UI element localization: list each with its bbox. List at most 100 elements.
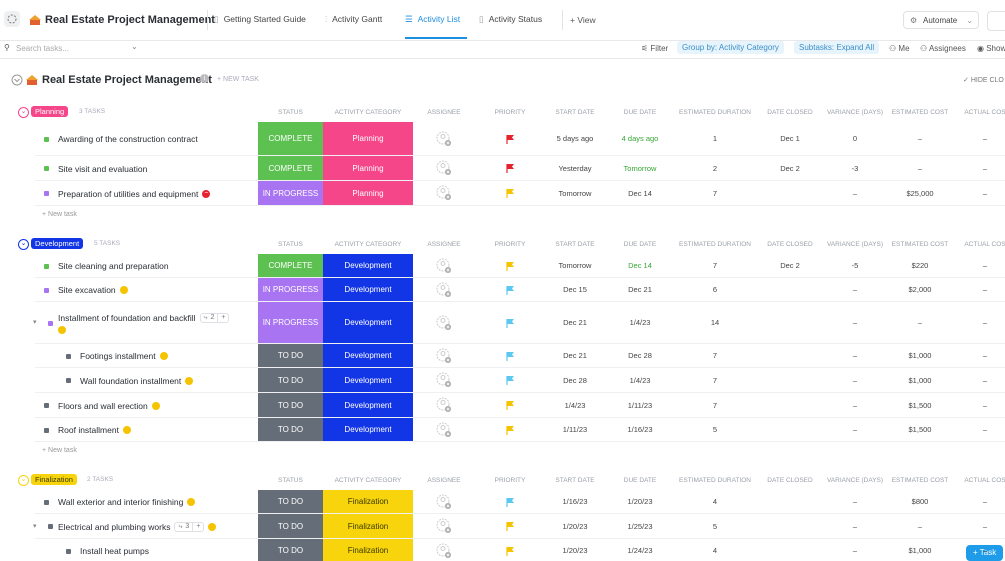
assignee-cell[interactable] [413, 514, 475, 538]
category-cell[interactable]: Finalization [323, 539, 413, 561]
category-cell[interactable]: Planning [323, 181, 413, 205]
view-tab[interactable]: ▯ Activity Status [479, 14, 542, 25]
assignee-cell[interactable] [413, 393, 475, 417]
priority-cell[interactable] [475, 368, 545, 392]
status-cell[interactable]: TO DO [258, 539, 323, 561]
assignee-cell[interactable] [413, 490, 475, 513]
assignee-cell[interactable] [413, 122, 475, 155]
group-toggle[interactable]: ⌄ [18, 107, 29, 118]
add-subtask[interactable]: + [217, 313, 225, 322]
status-cell[interactable]: TO DO [258, 368, 323, 392]
status-cell[interactable]: TO DO [258, 418, 323, 441]
priority-cell[interactable] [475, 490, 545, 513]
status-cell[interactable]: TO DO [258, 490, 323, 513]
priority-cell[interactable] [475, 514, 545, 538]
assignee-cell[interactable] [413, 181, 475, 205]
priority-cell[interactable] [475, 156, 545, 180]
priority-cell[interactable] [475, 302, 545, 343]
category-cell[interactable]: Planning [323, 122, 413, 155]
group-by-button[interactable]: Group by: Activity Category [677, 41, 784, 54]
priority-cell[interactable] [475, 393, 545, 417]
category-cell[interactable]: Planning [323, 156, 413, 180]
task-name[interactable]: Site cleaning and preparation [58, 261, 169, 271]
automate-button[interactable]: Automate ⚙ ⌄ [903, 11, 979, 29]
status-cell[interactable]: TO DO [258, 344, 323, 367]
collapse-all[interactable] [11, 74, 23, 86]
task-name[interactable]: Installment of foundation and backfill [58, 312, 196, 323]
info-icon[interactable]: i [200, 74, 209, 83]
status-cell[interactable]: TO DO [258, 393, 323, 417]
new-task-row[interactable]: + New task [42, 447, 77, 454]
status-dot [44, 191, 49, 196]
search-input[interactable]: Search tasks... [16, 44, 69, 53]
new-task-row[interactable]: + New task [42, 211, 77, 218]
category-cell[interactable]: Finalization [323, 514, 413, 538]
category-cell[interactable]: Development [323, 344, 413, 367]
new-task-link[interactable]: + NEW TASK [217, 76, 259, 83]
priority-cell[interactable] [475, 418, 545, 441]
assignee-cell[interactable] [413, 368, 475, 392]
group-toggle[interactable]: ⌄ [18, 475, 29, 486]
assignee-cell[interactable] [413, 156, 475, 180]
task-name[interactable]: Preparation of utilities and equipment [58, 188, 199, 199]
category-cell[interactable]: Development [323, 393, 413, 417]
status-cell[interactable]: IN PROGRESS [258, 278, 323, 301]
show-button[interactable]: ◉ Show [977, 44, 1005, 53]
priority-cell[interactable] [475, 278, 545, 301]
category-cell[interactable]: Development [323, 302, 413, 343]
status-cell[interactable]: COMPLETE [258, 122, 323, 155]
add-task-button[interactable]: + Task [966, 545, 1004, 561]
assignee-cell[interactable] [413, 344, 475, 367]
expand-toggle[interactable]: ▾ [33, 319, 37, 326]
task-name[interactable]: Roof installment [58, 425, 119, 435]
task-name[interactable]: Electrical and plumbing works [58, 521, 171, 532]
group-toggle[interactable]: ⌄ [18, 239, 29, 250]
assignee-cell[interactable] [413, 418, 475, 441]
view-tab[interactable]: ▯ Getting Started Guide [214, 14, 306, 25]
task-name[interactable]: Install heat pumps [80, 546, 149, 556]
task-name[interactable]: Site excavation [58, 285, 116, 295]
task-name[interactable]: Wall foundation installment [80, 375, 182, 386]
task-name[interactable]: Footings installment [80, 351, 156, 361]
subtasks-button[interactable]: Subtasks: Expand All [794, 41, 880, 54]
me-button[interactable]: ⚇ Me [889, 44, 910, 53]
category-cell[interactable]: Development [323, 254, 413, 277]
share-button[interactable] [987, 11, 1005, 31]
priority-cell[interactable] [475, 254, 545, 277]
status-cell[interactable]: TO DO [258, 514, 323, 538]
status-cell[interactable]: IN PROGRESS [258, 181, 323, 205]
duration-cell: 7 [712, 188, 718, 198]
category-cell[interactable]: Finalization [323, 490, 413, 513]
task-name[interactable]: Wall exterior and interior finishing [58, 497, 184, 507]
add-subtask[interactable]: + [192, 522, 200, 531]
assignee-cell[interactable] [413, 278, 475, 301]
assignee-cell[interactable] [413, 254, 475, 277]
status-cell[interactable]: COMPLETE [258, 254, 323, 277]
priority-cell[interactable] [475, 344, 545, 367]
priority-cell[interactable] [475, 181, 545, 205]
expand-toggle[interactable]: ▾ [33, 522, 37, 530]
column-header: START DATE [555, 109, 595, 116]
task-name[interactable]: Site visit and evaluation [58, 163, 148, 174]
priority-cell[interactable] [475, 122, 545, 155]
view-tab[interactable]: ☰ Activity List [405, 14, 460, 25]
assignees-button[interactable]: ⚇ Assignees [920, 44, 966, 53]
task-name[interactable]: Floors and wall erection [58, 400, 148, 411]
category-cell[interactable]: Development [323, 278, 413, 301]
column-header: ESTIMATED DURATION [679, 109, 751, 116]
category-cell[interactable]: Development [323, 418, 413, 441]
add-view[interactable]: + View [570, 15, 596, 25]
status-cell[interactable]: IN PROGRESS [258, 302, 323, 343]
assignee-cell[interactable] [413, 539, 475, 561]
category-cell[interactable]: Development [323, 368, 413, 392]
actual-cost-cell: – [982, 497, 988, 506]
priority-cell[interactable] [475, 539, 545, 561]
sidebar-button[interactable] [4, 11, 20, 27]
status-cell[interactable]: COMPLETE [258, 156, 323, 180]
task-name[interactable]: Awarding of the construction contract [58, 134, 198, 144]
hide-closed[interactable]: ✓ HIDE CLO [963, 77, 1004, 84]
view-tab[interactable]: ⫶ Activity Gantt [325, 14, 382, 25]
assignee-cell[interactable] [413, 302, 475, 343]
variance-cell: -5 [851, 261, 859, 270]
filter-button[interactable]: ⚟ Filter [641, 44, 669, 53]
